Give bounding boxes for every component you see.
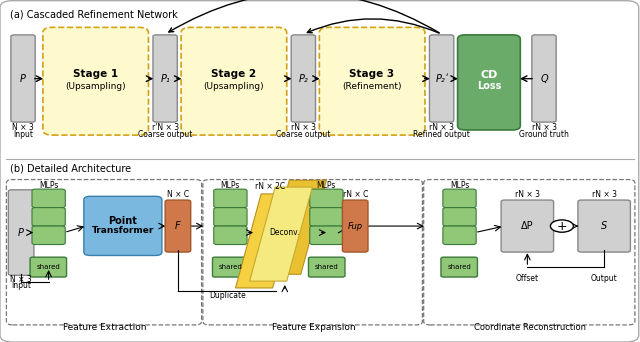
Polygon shape — [250, 187, 312, 281]
FancyBboxPatch shape — [165, 200, 191, 252]
FancyBboxPatch shape — [308, 257, 345, 277]
Text: Input: Input — [11, 281, 31, 290]
Text: rN × C: rN × C — [342, 190, 368, 199]
Text: Feature Expansion: Feature Expansion — [272, 323, 355, 332]
Text: (Upsampling): (Upsampling) — [204, 82, 264, 91]
FancyBboxPatch shape — [32, 226, 65, 245]
FancyBboxPatch shape — [8, 190, 34, 275]
Text: rN × 3: rN × 3 — [515, 190, 540, 199]
FancyBboxPatch shape — [291, 35, 316, 122]
Text: Ground truth: Ground truth — [519, 130, 569, 139]
Text: shared: shared — [447, 264, 472, 270]
FancyBboxPatch shape — [11, 35, 35, 122]
Text: Deconv.: Deconv. — [269, 228, 300, 237]
FancyBboxPatch shape — [310, 208, 343, 226]
FancyBboxPatch shape — [443, 208, 476, 226]
FancyBboxPatch shape — [458, 35, 520, 130]
Text: P₁: P₁ — [160, 74, 170, 84]
Text: CD: CD — [480, 69, 498, 80]
Text: (Upsampling): (Upsampling) — [66, 82, 126, 91]
FancyBboxPatch shape — [441, 257, 477, 277]
Text: N × 3: N × 3 — [10, 275, 32, 284]
Text: N × C: N × C — [167, 190, 189, 199]
Text: (Refinement): (Refinement) — [342, 82, 401, 91]
Text: (b) Detailed Architecture: (b) Detailed Architecture — [10, 163, 131, 173]
Polygon shape — [264, 180, 326, 274]
Text: P₂: P₂ — [298, 74, 308, 84]
Text: rN × 3: rN × 3 — [591, 190, 617, 199]
FancyBboxPatch shape — [84, 196, 162, 255]
Text: Point: Point — [108, 215, 138, 226]
Text: P₂ʹ: P₂ʹ — [435, 74, 448, 84]
Text: Fup: Fup — [348, 222, 363, 231]
FancyBboxPatch shape — [214, 189, 247, 208]
FancyBboxPatch shape — [181, 27, 287, 135]
Text: Coarse output: Coarse output — [138, 130, 192, 139]
FancyBboxPatch shape — [212, 257, 249, 277]
FancyBboxPatch shape — [32, 208, 65, 226]
FancyBboxPatch shape — [153, 35, 177, 122]
Text: Loss: Loss — [477, 81, 501, 91]
FancyBboxPatch shape — [319, 27, 425, 135]
Text: Output: Output — [591, 274, 618, 283]
FancyBboxPatch shape — [532, 35, 556, 122]
Text: shared: shared — [36, 264, 61, 270]
Text: +: + — [557, 220, 567, 233]
Text: Refined output: Refined output — [413, 130, 470, 139]
Text: ΔP: ΔP — [521, 221, 534, 231]
FancyBboxPatch shape — [30, 257, 67, 277]
Text: P: P — [20, 74, 26, 84]
Text: rN × 3: rN × 3 — [429, 123, 454, 132]
FancyBboxPatch shape — [43, 27, 148, 135]
FancyBboxPatch shape — [429, 35, 454, 122]
Text: P: P — [18, 227, 24, 238]
FancyBboxPatch shape — [32, 189, 65, 208]
FancyArrowPatch shape — [169, 0, 439, 33]
Text: Stage 3: Stage 3 — [349, 68, 394, 79]
Text: Coordinate Reconstruction: Coordinate Reconstruction — [474, 323, 586, 332]
Text: rN × 3: rN × 3 — [531, 123, 557, 132]
Polygon shape — [236, 194, 298, 288]
FancyBboxPatch shape — [501, 200, 554, 252]
Text: Coarse output: Coarse output — [276, 130, 330, 139]
Text: shared: shared — [314, 264, 339, 270]
Text: MLPs: MLPs — [450, 181, 469, 190]
Text: shared: shared — [218, 264, 243, 270]
FancyArrowPatch shape — [307, 19, 439, 33]
FancyBboxPatch shape — [310, 226, 343, 245]
Text: MLPs: MLPs — [317, 181, 336, 190]
Text: Transformer: Transformer — [92, 226, 154, 235]
Text: S: S — [601, 221, 607, 231]
FancyBboxPatch shape — [214, 226, 247, 245]
FancyBboxPatch shape — [443, 226, 476, 245]
Text: MLPs: MLPs — [221, 181, 240, 190]
Text: N × 3: N × 3 — [12, 123, 34, 132]
Text: (a) Cascaded Refinement Network: (a) Cascaded Refinement Network — [10, 9, 177, 19]
Text: Offset: Offset — [516, 274, 539, 283]
Text: Stage 1: Stage 1 — [74, 68, 118, 79]
Text: rN × 2C: rN × 2C — [255, 182, 285, 191]
FancyBboxPatch shape — [443, 189, 476, 208]
Text: r'N × 3: r'N × 3 — [152, 123, 179, 132]
Circle shape — [550, 220, 573, 232]
Text: Q: Q — [540, 74, 548, 84]
Text: rN × 3: rN × 3 — [291, 123, 316, 132]
Text: F: F — [175, 221, 180, 231]
FancyBboxPatch shape — [578, 200, 630, 252]
Text: Feature Extraction: Feature Extraction — [63, 323, 146, 332]
FancyBboxPatch shape — [214, 208, 247, 226]
Text: MLPs: MLPs — [39, 181, 58, 190]
Text: Duplicate: Duplicate — [209, 291, 246, 300]
FancyBboxPatch shape — [310, 189, 343, 208]
Text: Input: Input — [13, 130, 33, 139]
FancyBboxPatch shape — [342, 200, 368, 252]
Text: Stage 2: Stage 2 — [211, 68, 256, 79]
